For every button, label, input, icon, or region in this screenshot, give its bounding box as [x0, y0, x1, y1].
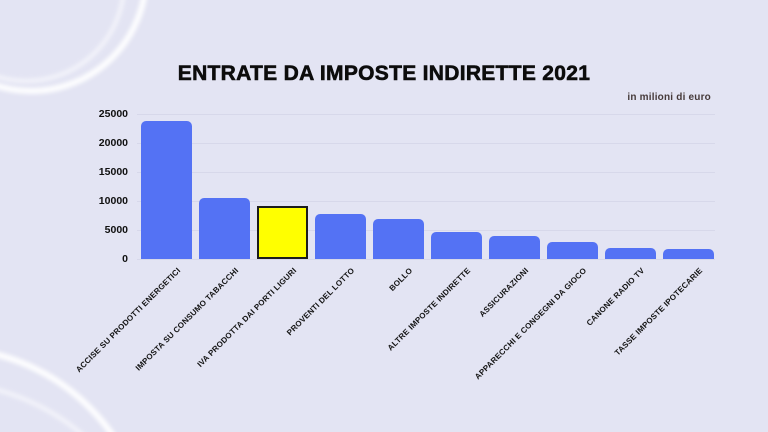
gridline	[137, 201, 715, 202]
bar-accise-su-prodotti-energetici	[141, 120, 192, 259]
gridline	[137, 259, 715, 260]
bar-tasse-imposte-ipotecarie	[663, 248, 714, 259]
chart-unit-note: in milioni di euro	[627, 92, 711, 103]
gridline	[137, 143, 715, 144]
bar-iva-prodotta-dai-porti-liguri	[257, 205, 308, 259]
bar-assicurazioni	[489, 235, 540, 259]
gridline	[137, 230, 715, 231]
y-axis-tick-label: 10000	[98, 195, 128, 207]
bar-canone-radio-tv	[605, 247, 656, 259]
x-axis-label-altre-imposte-indirette: ALTRE IMPOSTE INDIRETTE	[385, 266, 472, 353]
y-axis-tick-label: 5000	[104, 224, 128, 236]
bar-imposta-su-consumo-tabacchi	[199, 197, 250, 259]
chart-title: ENTRATE DA IMPOSTE INDIRETTE 2021	[177, 62, 591, 86]
y-axis-tick-label: 25000	[98, 108, 128, 120]
y-axis-tick-label: 15000	[98, 166, 128, 178]
x-axis-label-accise-su-prodotti-energetici: ACCISE SU PRODOTTI ENERGETICI	[73, 266, 182, 375]
x-axis-label-iva-prodotta-dai-porti-liguri: IVA PRODOTTA DAI PORTI LIGURI	[195, 266, 298, 369]
y-axis-tick-label: 20000	[98, 137, 128, 149]
bar-proventi-del-lotto	[315, 213, 366, 259]
x-axis-label-apparecchi-e-congegni-da-gioco: APPARECCHI E CONGEGNI DA GIOCO	[472, 266, 588, 382]
bar-apparecchi-e-congegni-da-gioco	[547, 242, 598, 259]
x-axis-label-canone-radio-tv: CANONE RADIO TV	[584, 266, 646, 328]
plot-area	[137, 114, 715, 260]
gridline	[137, 172, 715, 173]
y-axis-tick-label: 0	[122, 253, 128, 265]
x-axis-label-assicurazioni: ASSICURAZIONI	[477, 266, 530, 319]
x-axis-label-bollo: BOLLO	[386, 266, 414, 293]
gridline	[137, 114, 715, 115]
x-axis-label-proventi-del-lotto: PROVENTI DEL LOTTO	[284, 266, 356, 338]
x-axis-label-tasse-imposte-ipotecarie: TASSE IMPOSTE IPOTECARIE	[612, 266, 704, 358]
bar-bollo	[373, 218, 424, 259]
x-axis-label-imposta-su-consumo-tabacchi: IMPOSTA SU CONSUMO TABACCHI	[133, 266, 240, 373]
bar-altre-imposte-indirette	[431, 232, 482, 259]
